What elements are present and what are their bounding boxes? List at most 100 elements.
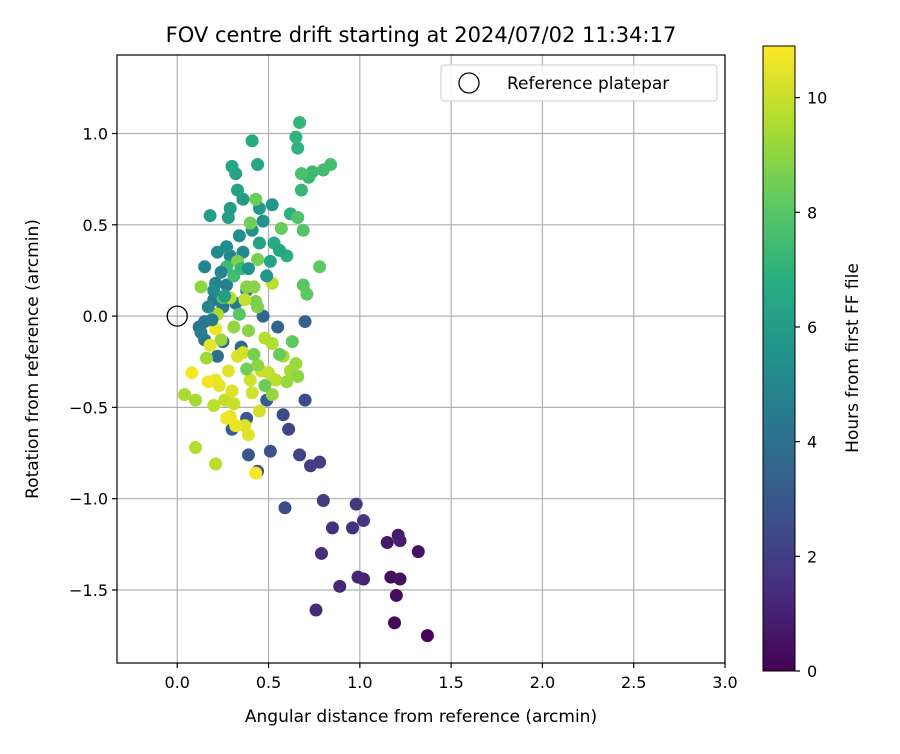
data-point <box>265 388 279 402</box>
y-tick-label: 1.0 <box>83 125 108 144</box>
data-point <box>411 545 425 559</box>
y-tick-label: 0.0 <box>83 307 108 326</box>
data-point <box>280 375 294 389</box>
data-point <box>243 216 257 230</box>
data-point <box>291 369 305 383</box>
data-point <box>247 347 261 361</box>
data-point <box>232 229 246 243</box>
data-point <box>263 254 277 268</box>
y-tick-label: 0.5 <box>83 216 108 235</box>
data-point <box>243 373 257 387</box>
data-point <box>289 130 303 144</box>
data-point <box>229 419 243 433</box>
colorbar: 0 2 4 6 8 10 Hours from first FF file <box>762 45 863 681</box>
data-point <box>218 289 232 303</box>
data-point <box>241 428 255 442</box>
colorbar-tick-label: 0 <box>807 662 817 681</box>
data-point <box>298 393 312 407</box>
data-point <box>198 260 212 274</box>
data-point <box>298 315 312 329</box>
colorbar-label: Hours from first FF file <box>843 263 863 453</box>
data-point <box>274 221 288 235</box>
data-point <box>265 336 279 350</box>
data-point <box>309 603 323 617</box>
y-tick-label: −1.5 <box>69 581 108 600</box>
data-point <box>205 313 219 327</box>
data-point <box>304 459 318 473</box>
y-tick-label: −0.5 <box>69 398 108 417</box>
data-point <box>349 497 363 511</box>
data-point <box>293 116 307 130</box>
reference-marker-group <box>166 305 188 327</box>
data-point <box>294 183 308 197</box>
colorbar-tick-label: 8 <box>807 203 817 222</box>
data-point <box>232 307 246 321</box>
x-tick-label: 2.0 <box>530 673 555 692</box>
data-point <box>289 357 303 371</box>
data-point <box>245 134 259 148</box>
data-point <box>240 362 254 376</box>
data-point <box>245 386 259 400</box>
data-point <box>207 399 221 413</box>
data-point <box>201 300 215 314</box>
data-point <box>241 262 255 276</box>
data-point <box>291 141 305 155</box>
legend: Reference platepar <box>440 64 718 102</box>
data-point <box>325 521 339 535</box>
data-point <box>305 165 319 179</box>
data-point <box>214 265 228 279</box>
data-point <box>249 192 263 206</box>
chart-title: FOV centre drift starting at 2024/07/02 … <box>166 23 677 47</box>
data-point <box>389 588 403 602</box>
data-point <box>324 158 338 172</box>
data-point <box>380 535 394 549</box>
x-axis-label: Angular distance from reference (arcmin) <box>245 707 597 727</box>
data-point <box>316 494 330 508</box>
data-point <box>276 408 290 422</box>
data-point <box>282 422 296 436</box>
data-point <box>393 534 407 548</box>
data-point <box>296 223 310 237</box>
data-point <box>252 236 266 250</box>
data-point <box>209 457 223 471</box>
data-point <box>178 388 192 402</box>
colorbar-tick-label: 10 <box>807 89 827 108</box>
data-point <box>221 210 235 224</box>
data-point <box>214 333 228 347</box>
data-point <box>356 514 370 528</box>
legend-box <box>440 64 718 102</box>
data-point <box>269 373 283 387</box>
colorbar-ticks: 0 2 4 6 8 10 <box>795 89 827 681</box>
data-point <box>249 294 263 308</box>
data-point <box>210 349 224 363</box>
data-point <box>194 326 208 340</box>
data-point <box>203 338 217 352</box>
data-point <box>300 287 314 301</box>
data-point <box>272 347 286 361</box>
data-point <box>265 198 279 212</box>
x-tick-label: 1.5 <box>438 673 463 692</box>
data-point <box>388 616 402 630</box>
data-point <box>238 293 252 307</box>
x-tick-label: 3.0 <box>712 673 737 692</box>
data-point <box>185 366 199 380</box>
data-point <box>220 411 234 425</box>
data-point <box>293 448 307 462</box>
data-point <box>236 346 250 360</box>
y-axis-label: Rotation from reference (arcmin) <box>23 219 43 499</box>
data-point <box>241 448 255 462</box>
data-point <box>314 546 328 560</box>
data-point <box>203 209 217 223</box>
data-point <box>227 320 241 334</box>
data-point <box>194 280 208 294</box>
data-point <box>212 378 226 392</box>
data-point <box>241 324 255 338</box>
data-point <box>256 214 270 228</box>
data-point <box>231 183 245 197</box>
scatter-points <box>178 116 434 643</box>
data-point <box>291 210 305 224</box>
plot-frame <box>116 54 726 664</box>
data-point <box>225 384 239 398</box>
colorbar-tick-label: 4 <box>807 433 817 452</box>
x-tick-label: 1.0 <box>347 673 372 692</box>
